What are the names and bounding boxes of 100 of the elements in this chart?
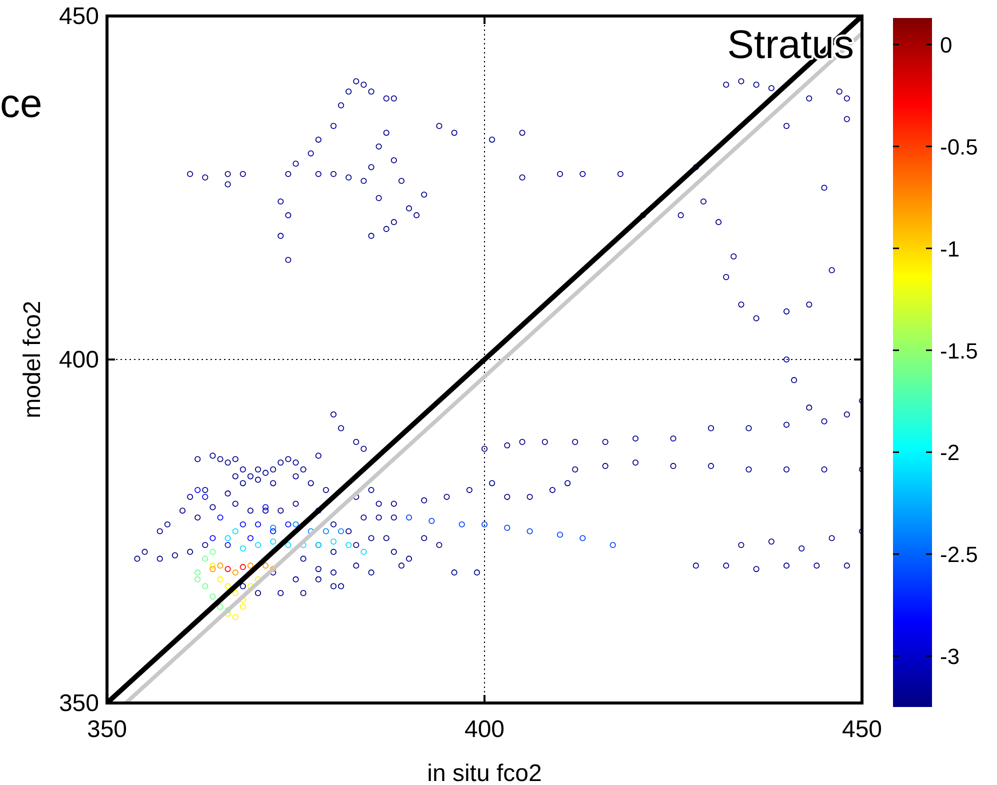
point <box>232 614 238 620</box>
x-tick-label: 400 <box>464 716 505 743</box>
point <box>194 486 201 494</box>
point <box>542 438 548 445</box>
point <box>602 462 608 470</box>
color-bar-label: -1.5 <box>940 338 978 364</box>
color-bar-label: -3 <box>940 644 960 670</box>
point <box>217 514 224 521</box>
point <box>270 538 276 545</box>
point <box>421 497 428 504</box>
point <box>783 562 790 569</box>
point <box>210 566 216 572</box>
point <box>444 494 450 500</box>
point <box>210 593 216 600</box>
point <box>270 528 276 534</box>
point <box>285 542 292 548</box>
text: ce <box>0 82 42 126</box>
point <box>580 535 586 542</box>
point <box>692 562 699 569</box>
point <box>564 480 571 486</box>
point <box>285 521 292 528</box>
point <box>821 418 828 424</box>
point <box>428 518 435 524</box>
point <box>202 494 208 500</box>
point <box>708 462 714 470</box>
point <box>814 562 820 569</box>
color-bar-label: -2.5 <box>940 542 978 568</box>
point <box>753 566 760 572</box>
point <box>240 521 246 528</box>
point <box>254 521 262 528</box>
point <box>572 438 578 445</box>
point <box>224 535 231 542</box>
point <box>632 435 639 442</box>
point <box>338 528 344 534</box>
point <box>504 524 510 531</box>
point <box>360 548 367 555</box>
point <box>519 438 526 445</box>
point <box>224 542 231 548</box>
point <box>217 576 224 582</box>
point <box>783 466 790 472</box>
x-tick-label: 350 <box>86 716 128 743</box>
point <box>602 438 608 445</box>
y-tick-label: 450 <box>58 3 99 30</box>
point <box>708 425 714 432</box>
point <box>632 460 639 466</box>
point <box>240 604 246 610</box>
point <box>458 521 465 528</box>
point <box>466 486 472 494</box>
point <box>322 528 329 534</box>
point <box>194 576 201 582</box>
point <box>504 442 510 448</box>
y-tick-label: 400 <box>58 346 99 374</box>
color-bar-label: -0.5 <box>940 134 978 160</box>
point <box>526 528 533 534</box>
color-bar-label: 0 <box>940 32 952 58</box>
point <box>556 532 564 538</box>
point <box>270 524 276 531</box>
point <box>254 542 262 548</box>
point <box>481 446 488 452</box>
point <box>670 435 676 442</box>
point <box>828 535 835 542</box>
point <box>610 542 616 548</box>
point <box>224 566 231 572</box>
point <box>346 542 352 548</box>
point <box>746 466 752 472</box>
point <box>194 569 201 576</box>
point <box>504 494 510 500</box>
point <box>224 583 231 590</box>
point <box>746 425 752 432</box>
point <box>526 494 533 500</box>
point <box>217 604 224 610</box>
point <box>406 514 412 521</box>
point <box>217 562 224 569</box>
point <box>489 480 496 486</box>
point <box>330 538 337 545</box>
point <box>202 583 208 590</box>
point <box>390 500 397 507</box>
point <box>670 462 676 470</box>
point <box>292 521 299 528</box>
point <box>481 521 488 528</box>
point <box>844 562 850 569</box>
point <box>210 535 216 542</box>
point <box>821 466 828 472</box>
x-tick-label: 450 <box>842 716 882 743</box>
y-axis-title: model fco2 <box>19 300 46 418</box>
point <box>247 562 254 569</box>
point <box>232 590 238 596</box>
point <box>262 562 269 569</box>
point <box>798 545 805 552</box>
point <box>210 562 216 569</box>
point <box>232 528 238 534</box>
point <box>768 538 774 545</box>
point <box>210 548 216 555</box>
point <box>202 556 208 562</box>
point <box>240 545 246 552</box>
point <box>738 542 744 548</box>
point <box>549 486 556 494</box>
color-bar-label: -1 <box>940 236 960 262</box>
point <box>723 562 730 569</box>
point <box>240 564 246 570</box>
